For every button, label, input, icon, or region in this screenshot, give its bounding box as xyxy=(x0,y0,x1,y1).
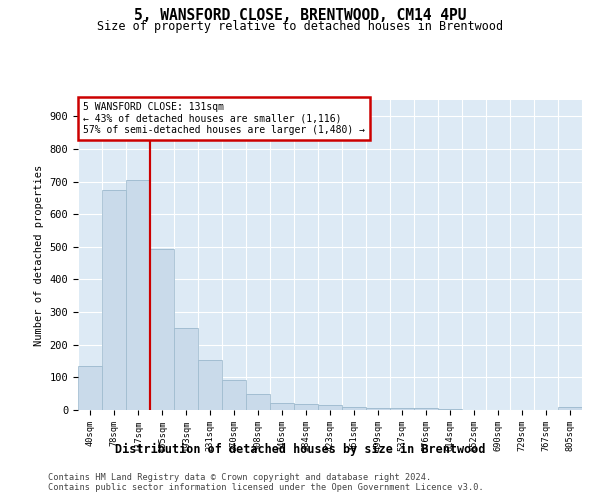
Bar xyxy=(102,190,126,410)
Bar xyxy=(198,360,222,410)
Bar xyxy=(126,180,150,410)
Bar xyxy=(222,380,246,410)
Bar xyxy=(558,408,582,410)
Bar xyxy=(390,408,414,410)
Text: Contains HM Land Registry data © Crown copyright and database right 2024.: Contains HM Land Registry data © Crown c… xyxy=(48,472,431,482)
Bar xyxy=(174,328,198,410)
Bar xyxy=(414,408,438,410)
Bar xyxy=(438,409,462,410)
Bar xyxy=(342,407,366,410)
Bar xyxy=(318,405,342,410)
Bar xyxy=(294,404,318,410)
Bar xyxy=(558,408,582,410)
Bar xyxy=(270,403,294,410)
Bar xyxy=(222,380,246,410)
Bar xyxy=(78,366,102,410)
Bar xyxy=(246,394,270,410)
Bar xyxy=(294,404,318,410)
Bar xyxy=(78,366,102,410)
Bar xyxy=(366,408,390,410)
Bar xyxy=(198,360,222,410)
Text: Contains public sector information licensed under the Open Government Licence v3: Contains public sector information licen… xyxy=(48,484,484,492)
Bar xyxy=(438,409,462,410)
Bar xyxy=(366,408,390,410)
Text: 5, WANSFORD CLOSE, BRENTWOOD, CM14 4PU: 5, WANSFORD CLOSE, BRENTWOOD, CM14 4PU xyxy=(134,8,466,22)
Bar xyxy=(246,394,270,410)
Text: 5 WANSFORD CLOSE: 131sqm
← 43% of detached houses are smaller (1,116)
57% of sem: 5 WANSFORD CLOSE: 131sqm ← 43% of detach… xyxy=(83,102,365,134)
Text: Distribution of detached houses by size in Brentwood: Distribution of detached houses by size … xyxy=(115,442,485,456)
Y-axis label: Number of detached properties: Number of detached properties xyxy=(34,164,44,346)
Bar xyxy=(318,405,342,410)
Bar xyxy=(150,249,174,410)
Bar xyxy=(174,328,198,410)
Bar xyxy=(390,408,414,410)
Bar xyxy=(414,408,438,410)
Bar xyxy=(342,407,366,410)
Bar xyxy=(102,190,126,410)
Text: Size of property relative to detached houses in Brentwood: Size of property relative to detached ho… xyxy=(97,20,503,33)
Bar xyxy=(150,249,174,410)
Bar xyxy=(126,180,150,410)
Bar xyxy=(270,403,294,410)
